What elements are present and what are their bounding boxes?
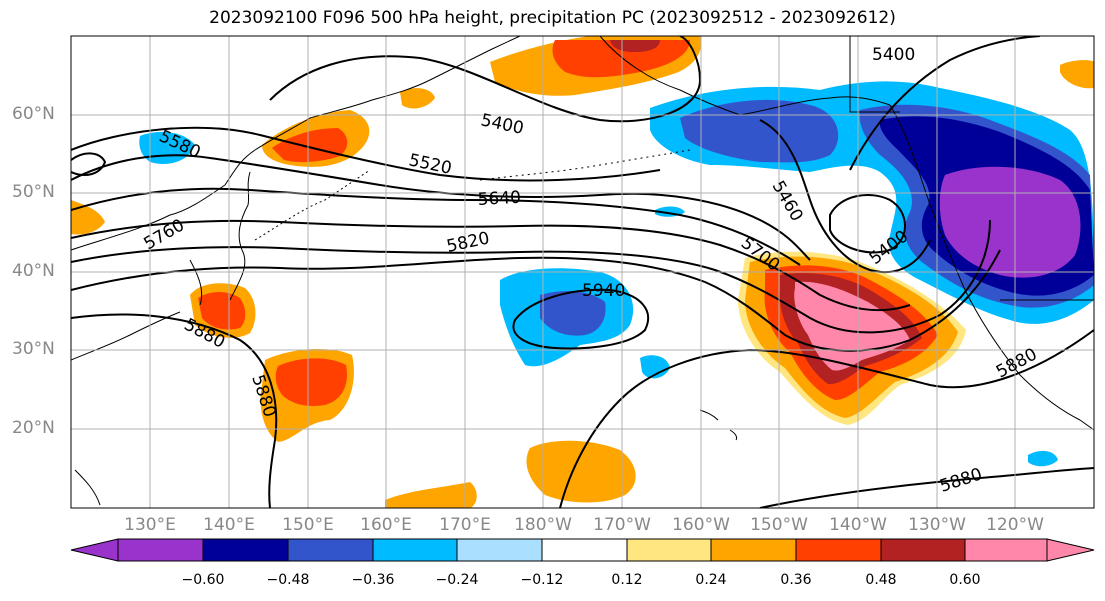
colorbar-segment (287, 538, 374, 562)
colorbar-tick-label: −0.24 (435, 572, 479, 588)
border-alaska-canada (849, 36, 900, 113)
contour-5460 (759, 119, 931, 273)
lon-label: 140°W (829, 515, 887, 535)
coast-japan (229, 171, 251, 301)
colorbar-tick-label: 0.60 (949, 572, 981, 588)
lon-label: 170°W (593, 515, 651, 535)
lat-label: 30°N (12, 339, 55, 359)
lat-label: 20°N (12, 418, 55, 438)
colorbar-segment (372, 538, 458, 562)
colorbar-tick-label: −0.48 (266, 572, 310, 588)
precip-area-hudson (1060, 60, 1094, 89)
contour-5400-ne (849, 36, 1041, 171)
colorbar-segment (456, 538, 543, 562)
colorbar-tick-label: 0.36 (780, 572, 812, 588)
colorbar-segment (117, 538, 204, 562)
precip-area-okhotsk-red (272, 128, 348, 163)
colorbar-min-arrow (70, 538, 119, 562)
coast-china-south (71, 311, 181, 361)
lon-label: 140°E (203, 515, 255, 535)
lon-label: 180°W (514, 515, 572, 535)
contour-label: 5400 (872, 45, 915, 65)
colorbar-segment (710, 538, 797, 562)
contour-5940-closed (512, 288, 650, 350)
coast-philippines (74, 469, 101, 506)
contour-5700 (71, 219, 911, 312)
colorbar-segment (202, 538, 289, 562)
lat-label: 40°N (12, 261, 55, 281)
precip-area-bering-red (552, 40, 690, 78)
precip-area-gulf-alaska-blue (680, 99, 839, 163)
contour-5820 (71, 249, 1001, 352)
map-body (71, 36, 1094, 508)
precip-area-west-edge (71, 200, 105, 235)
height-contours (71, 36, 1094, 508)
lon-label: 150°E (282, 515, 334, 535)
precip-area-subtropical-west-red (275, 358, 348, 406)
contour-5520 (71, 126, 661, 182)
precip-area-tropics-south (385, 482, 477, 508)
contour-label: 5880 (937, 464, 984, 496)
coast-north-america (889, 104, 1094, 431)
lon-label: 170°E (439, 515, 491, 535)
colorbar-segment (541, 538, 628, 562)
contour-5400-north (269, 36, 702, 123)
lon-label: 160°E (360, 515, 412, 535)
colorbar-tick-label: 0.24 (695, 572, 727, 588)
colorbar-tick-label: −0.12 (520, 572, 564, 588)
contour-label: 5460 (768, 178, 807, 225)
colorbar-tick-label: −0.36 (351, 572, 395, 588)
precip-area-tropics (526, 440, 636, 503)
lat-label: 50°N (12, 182, 55, 202)
coast-aleutians (479, 149, 691, 181)
lon-label: 130°E (124, 515, 176, 535)
map-title: 2023092100 F096 500 hPa height, precipit… (209, 8, 896, 28)
colorbar-segment (795, 538, 882, 562)
colorbar-tick-label: 0.48 (865, 572, 897, 588)
lon-label: 120°W (986, 515, 1044, 535)
contour-ring-west (71, 152, 107, 176)
colorbar-tick-label: −0.60 (181, 572, 225, 588)
coast-asia (71, 36, 521, 251)
colorbar (70, 538, 1095, 562)
coast-korea (189, 259, 203, 306)
contour-5880-main (71, 313, 278, 508)
contour-5760 (71, 219, 991, 334)
precip-area-japan-south-red (198, 292, 246, 330)
precip-area-small-cyan-2 (1028, 450, 1058, 467)
lon-label: 150°W (750, 515, 808, 535)
map-frame (70, 35, 1095, 509)
colorbar-tick-label: 0.12 (611, 572, 643, 588)
contour-label: 5940 (582, 281, 625, 301)
contour-label: 5520 (407, 150, 453, 179)
precip-area-kamchatka (400, 88, 435, 109)
colorbar-max-arrow (1046, 538, 1095, 562)
graticule (71, 36, 1094, 508)
precip-shading-negative (139, 81, 1094, 467)
precip-area-small-cyan-1 (640, 355, 670, 379)
contour-5880-tropics (759, 467, 1094, 508)
lon-label: 130°W (908, 515, 966, 535)
contour-5640 (71, 187, 801, 266)
coast-hawaii (699, 409, 738, 441)
lon-label: 160°W (672, 515, 730, 535)
colorbar-segment (880, 538, 966, 562)
precip-area-canada-purple (939, 166, 1081, 278)
colorbar-segment (964, 538, 1048, 562)
contour-label: 5640 (477, 188, 521, 210)
precip-area-central-pacific-blue (540, 290, 606, 336)
lat-label: 60°N (12, 104, 55, 124)
colorbar-segment (626, 538, 712, 562)
